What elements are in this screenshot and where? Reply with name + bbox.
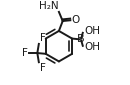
- Text: OH: OH: [85, 42, 101, 52]
- Text: F: F: [22, 48, 28, 58]
- Text: F: F: [40, 63, 46, 73]
- Text: H₂N: H₂N: [38, 1, 58, 11]
- Text: B: B: [77, 34, 84, 44]
- Text: O: O: [71, 15, 80, 25]
- Text: F: F: [40, 33, 46, 43]
- Text: OH: OH: [85, 26, 101, 36]
